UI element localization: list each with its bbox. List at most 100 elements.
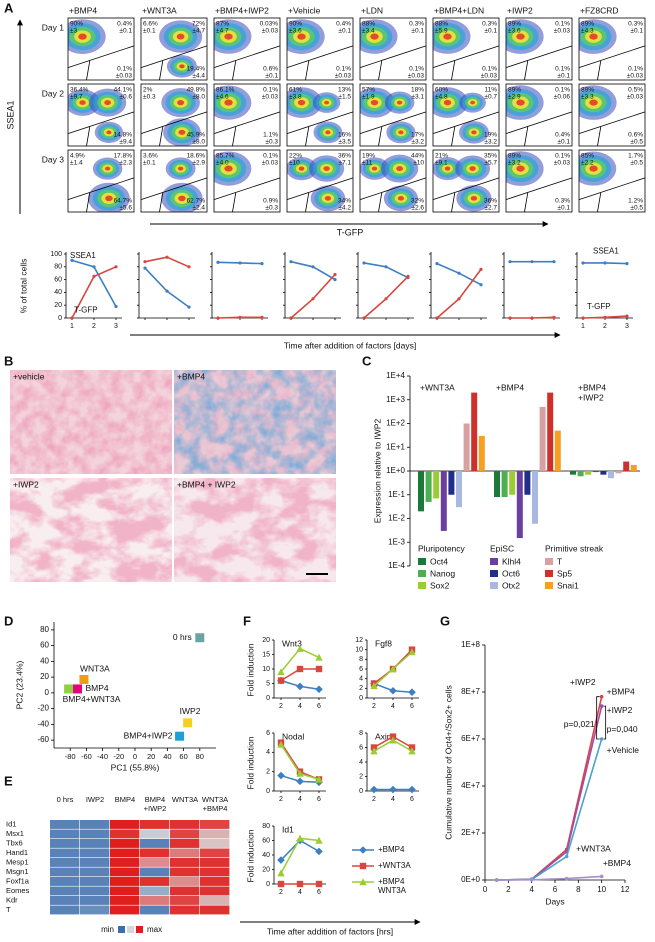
bar [440,471,447,531]
quadrant-value: 90% [70,21,83,28]
quadrant-sd: ±0.5 [630,139,643,146]
quadrant-value: 61% [289,87,302,94]
data-point [260,315,264,319]
density [298,166,305,171]
quadrant-value: 0.1% [555,21,570,28]
quadrant-value: 64.7% [114,198,133,205]
quadrant-sd: ±9.4 [119,139,132,146]
series-label: +BMP4 [607,686,635,696]
data-point [238,261,242,265]
quadrant-sd: ±0.1 [338,28,351,35]
gate [232,192,237,213]
y-tick-label: 20 [262,866,270,873]
series-line [496,875,602,881]
row-label: Tbx6 [6,839,23,848]
data-point [389,785,397,794]
column-header: IWP2 [86,795,104,804]
quadrant-sd: ±0.03 [335,73,352,80]
quadrant-sd: ±5.6 [119,205,132,212]
quadrant-sd: ±0.03 [262,28,279,35]
gate [505,177,573,200]
quadrant-sd: ±1.5 [338,94,351,101]
gate [597,60,602,81]
density [104,100,111,106]
group-label: +BMP4 [496,382,524,392]
axis-label: SSEA1 [5,100,15,129]
quadrant-value: 0.3% [409,21,424,28]
quadrant-value: 0.9% [263,198,278,205]
quadrant-sd: ±4.3 [581,28,594,35]
column-header: WNT3A [202,795,228,804]
quadrant-sd: ±2.9 [192,160,205,167]
y-tick-label: 0 [359,788,363,795]
quadrant-value: 0.1% [628,66,643,73]
gate [359,45,427,68]
plot-frame [359,83,427,147]
data-point [603,261,607,265]
quadrant-value: 14.8% [114,132,133,139]
y-tick-label: 4 [266,749,270,756]
quadrant-value: 17% [411,132,424,139]
data-point [114,304,118,309]
gate [597,192,602,213]
series-label: +IWP2 [570,677,596,687]
x-tick-label: 4 [391,703,395,710]
heatmap-cell [140,896,170,905]
scatter-point [79,674,89,684]
quadrant-value: 0.1% [555,66,570,73]
x-tick-label: 4 [529,885,534,894]
density [516,165,525,172]
quadrant-value: 0.4% [555,132,570,139]
plot-frame [213,83,281,147]
axis-label: Expression relative to IWP2 [372,419,382,524]
density [325,130,331,135]
data-point [435,262,439,266]
density [224,99,233,106]
density [516,99,525,106]
quadrant-value: 13% [338,87,351,94]
quadrant-value: 89% [581,21,594,28]
flow-density [360,87,416,144]
y-tick-label: 0 [45,688,50,697]
y-tick-label: 1E-3 [388,537,405,546]
legend-title: Primitive streak [545,543,604,553]
data-point [408,688,416,696]
density [516,33,525,40]
data-point [216,260,220,264]
x-tick-label: 0 [483,885,488,894]
quadrant-value: 0.3% [628,21,643,28]
heatmap-cell [170,839,200,848]
flow-density [579,151,617,186]
x-tick-label: 4 [298,703,302,710]
quadrant-value: 45.9% [187,132,206,139]
legend-label: Nanog [430,568,455,578]
quadrant-sd: ±3.1 [411,94,424,101]
condition-header: +BMP4+IWP2 [215,5,269,15]
day-label: Day 1 [42,22,64,32]
quadrant-sd: ±0.03 [481,73,498,80]
gate [524,126,529,147]
gate [140,111,208,134]
flow-density [433,19,471,54]
density [470,195,478,201]
heatmap-cell [140,877,170,886]
x-tick-label: 6 [553,885,558,894]
density [443,99,452,106]
y-tick-label: 40 [40,656,49,665]
legend-swatch [545,570,553,577]
heatmap-cell [50,896,80,905]
bar [608,471,614,479]
quadrant-value: 17.8% [114,153,133,160]
x-tick-label: -80 [65,752,76,761]
heatmap-cell [170,905,200,915]
gate [159,60,164,81]
data-point [315,775,323,783]
legend-marker [359,878,367,886]
quadrant-value: 19.4% [187,66,206,73]
density [78,33,87,40]
quadrant-sd: ±10 [289,160,300,167]
legend-swatch [418,570,426,577]
heatmap-cell [110,905,140,915]
legend-marker [359,862,367,870]
quadrant-value: 19% [484,132,497,139]
